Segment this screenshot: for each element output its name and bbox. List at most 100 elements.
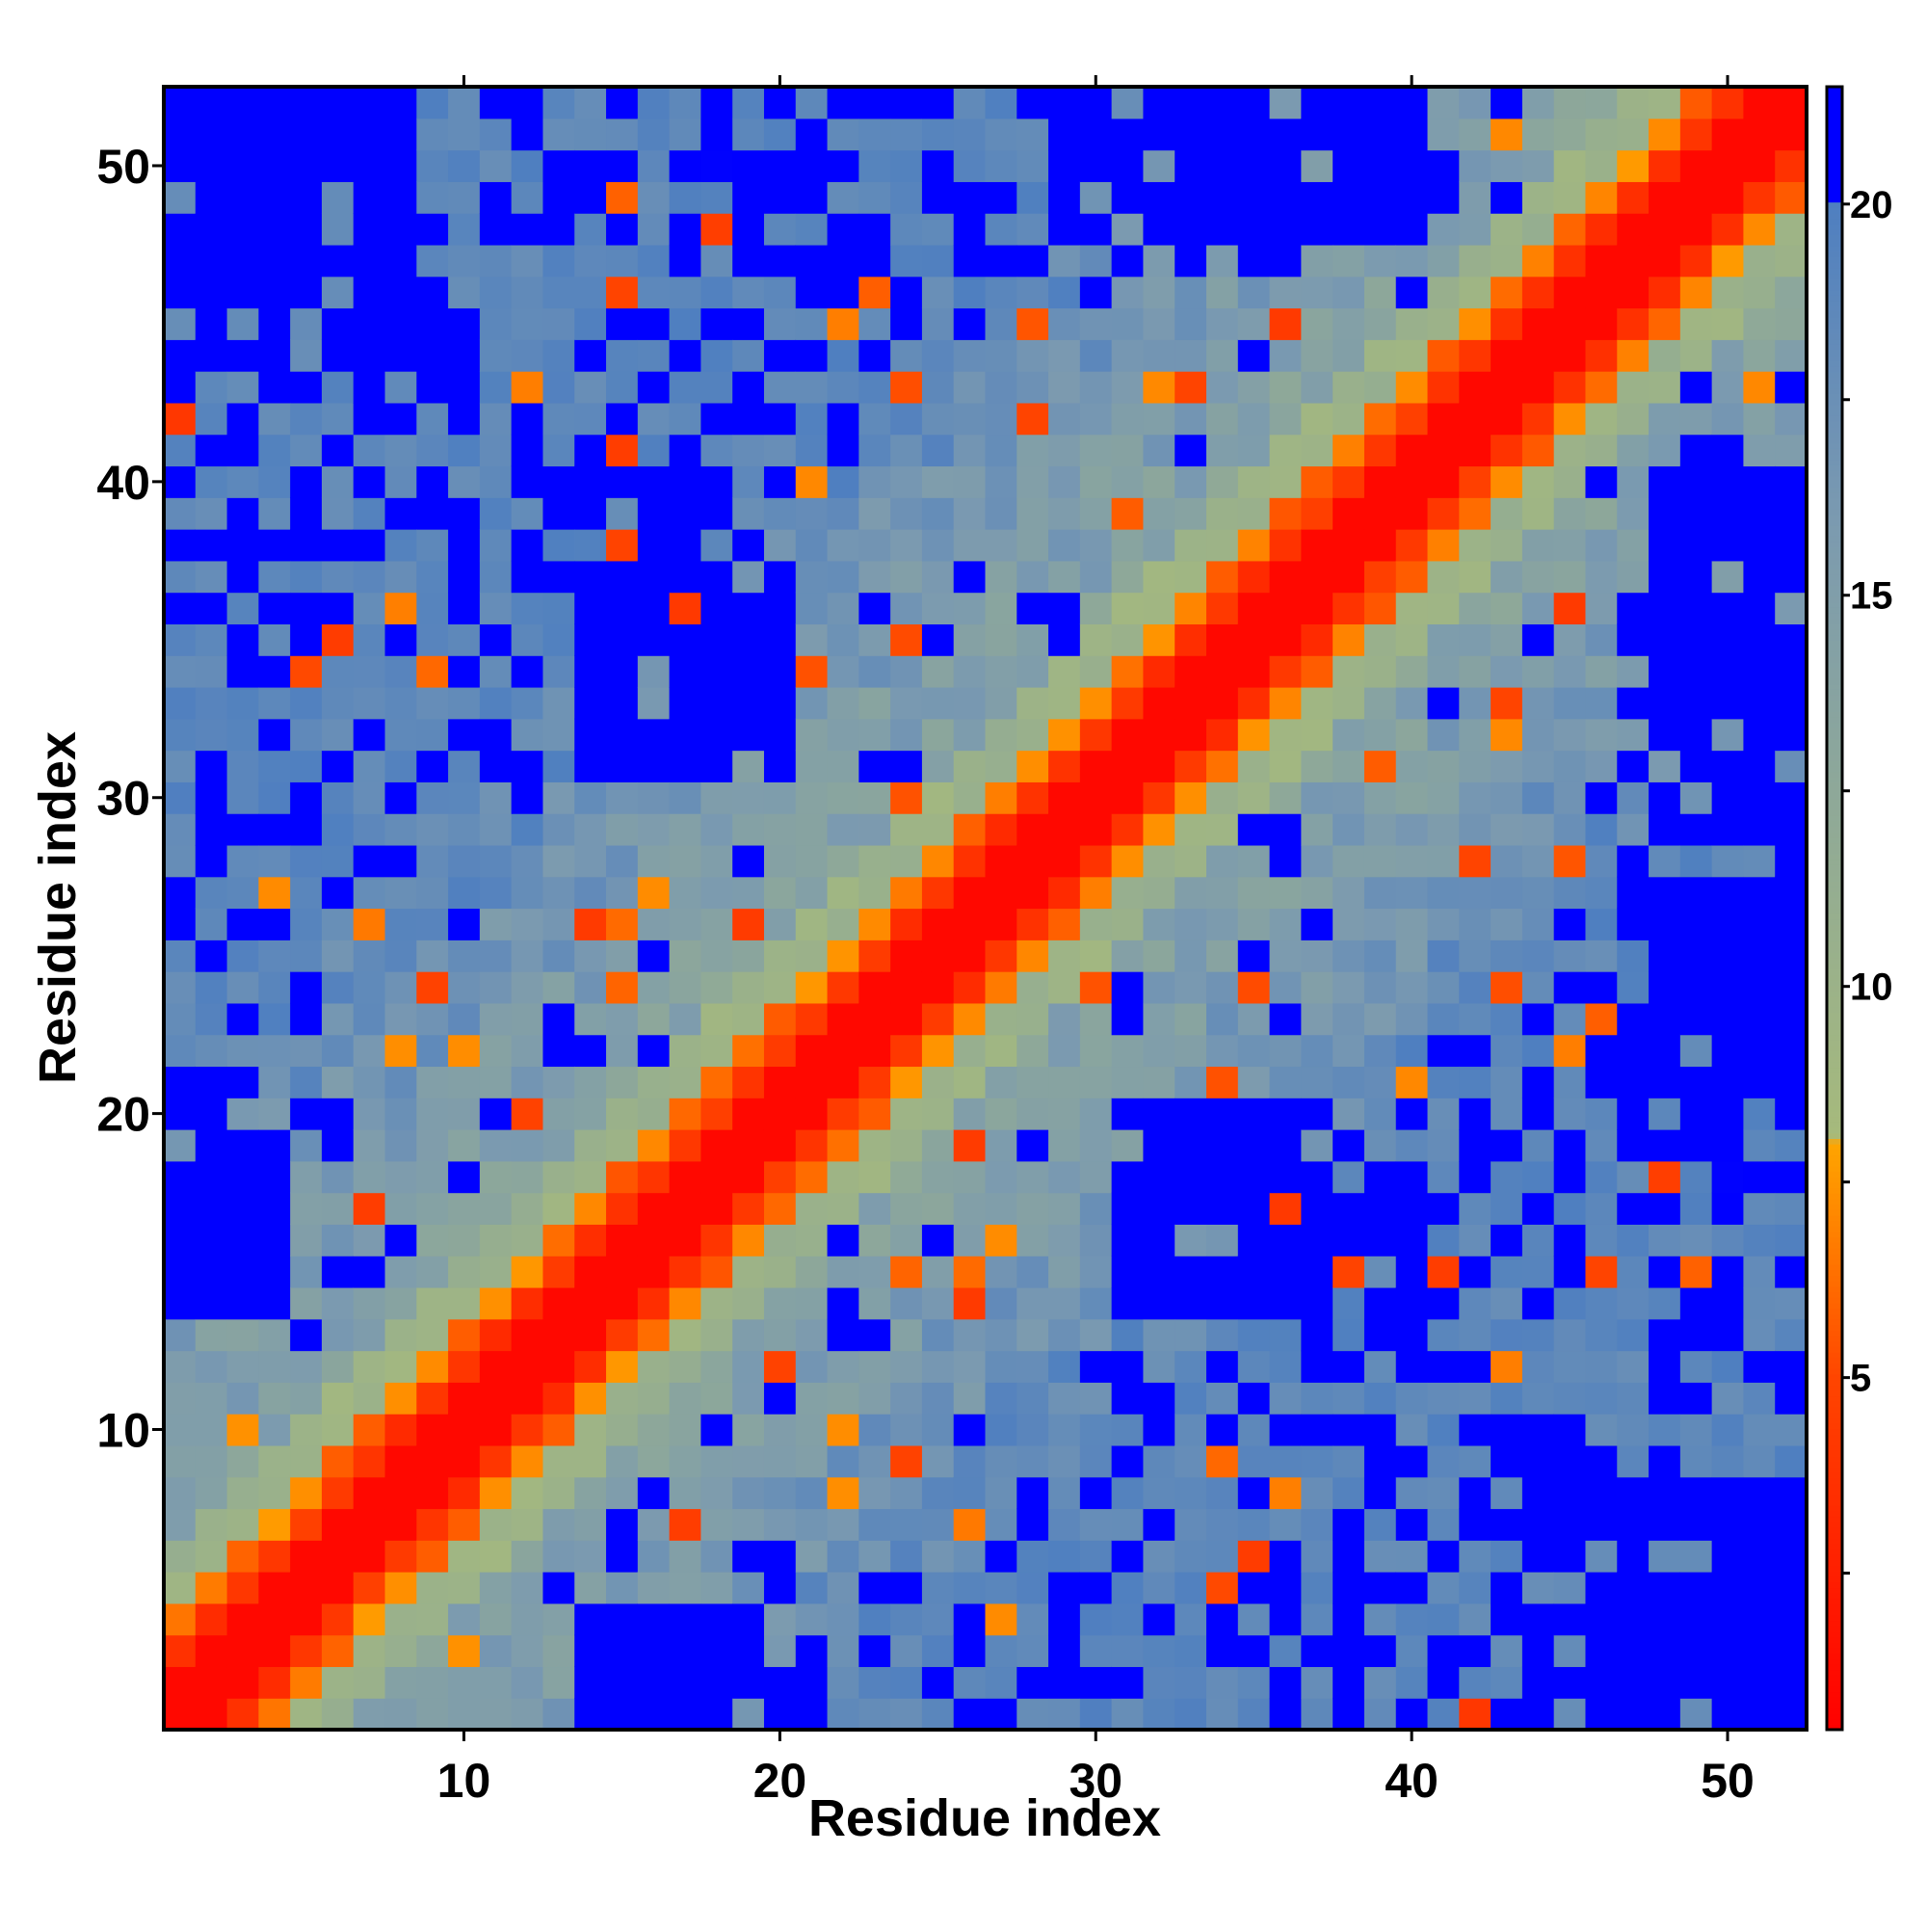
heatmap-cell bbox=[732, 876, 765, 910]
heatmap-cell bbox=[353, 1382, 386, 1415]
heatmap-cell bbox=[1743, 1666, 1776, 1699]
heatmap-cell bbox=[1048, 750, 1081, 782]
heatmap-cell bbox=[1363, 1508, 1397, 1541]
heatmap-cell bbox=[1111, 276, 1145, 309]
colorbar-segment bbox=[1827, 344, 1842, 351]
heatmap-cell bbox=[1301, 1444, 1333, 1478]
heatmap-cell bbox=[1333, 1098, 1365, 1130]
heatmap-cell bbox=[195, 1160, 228, 1194]
heatmap-cell bbox=[258, 1602, 291, 1636]
heatmap-cell bbox=[985, 1318, 1017, 1352]
heatmap-cell bbox=[985, 1634, 1017, 1668]
heatmap-cell bbox=[258, 1444, 291, 1478]
heatmap-cell bbox=[448, 940, 481, 972]
heatmap-cell bbox=[1301, 1002, 1333, 1036]
heatmap-cell bbox=[195, 1572, 228, 1604]
colorbar-segment bbox=[1827, 869, 1842, 877]
heatmap-cell bbox=[1395, 592, 1429, 625]
heatmap-cell bbox=[890, 908, 923, 940]
heatmap-cell bbox=[795, 1350, 829, 1383]
heatmap-cell bbox=[1333, 686, 1365, 720]
heatmap-cell bbox=[1459, 623, 1491, 656]
heatmap-cell bbox=[858, 1286, 891, 1320]
colorbar-tick-label: 5 bbox=[1850, 1358, 1871, 1400]
heatmap-cell bbox=[226, 181, 259, 214]
heatmap-cell bbox=[953, 1286, 987, 1320]
heatmap-cell bbox=[195, 1224, 228, 1257]
heatmap-cell bbox=[1206, 1192, 1239, 1225]
heatmap-cell bbox=[669, 497, 702, 530]
heatmap-cell bbox=[1617, 1350, 1650, 1383]
heatmap-cell bbox=[479, 844, 513, 878]
heatmap-cell bbox=[732, 497, 765, 530]
heatmap-cell bbox=[1743, 592, 1776, 625]
heatmap-cell bbox=[1048, 181, 1081, 214]
colorbar-segment bbox=[1827, 1401, 1842, 1408]
colorbar-segment bbox=[1827, 990, 1842, 997]
heatmap-cell bbox=[669, 1540, 702, 1573]
heatmap-cell bbox=[226, 244, 259, 278]
heatmap-cell bbox=[321, 750, 355, 782]
heatmap-cell bbox=[353, 686, 386, 720]
heatmap-cell bbox=[1459, 1508, 1491, 1541]
heatmap-cell bbox=[1521, 1634, 1555, 1668]
heatmap-cell bbox=[1269, 750, 1302, 782]
heatmap-cell bbox=[1743, 876, 1776, 910]
heatmap-cell bbox=[1679, 1160, 1713, 1194]
heatmap-cell bbox=[1491, 1350, 1523, 1383]
heatmap-cell bbox=[637, 1698, 671, 1731]
heatmap-cell bbox=[1521, 1034, 1555, 1068]
heatmap-cell bbox=[1269, 1382, 1302, 1415]
colorbar-segment bbox=[1827, 918, 1842, 926]
heatmap-cell bbox=[1206, 1318, 1239, 1352]
heatmap-cell bbox=[1333, 87, 1365, 119]
colorbar-segment bbox=[1827, 1620, 1842, 1627]
heatmap-cell bbox=[858, 1382, 891, 1415]
heatmap-cell bbox=[1143, 371, 1175, 404]
heatmap-cell bbox=[637, 560, 671, 594]
heatmap-cell bbox=[1679, 87, 1713, 119]
heatmap-cell bbox=[479, 339, 513, 372]
heatmap-cell bbox=[1237, 1414, 1271, 1446]
heatmap-cell bbox=[1711, 1444, 1745, 1478]
heatmap-cell bbox=[1079, 244, 1113, 278]
heatmap-cell bbox=[700, 1414, 733, 1446]
heatmap-cell bbox=[1743, 87, 1776, 119]
heatmap-cell bbox=[290, 655, 323, 688]
heatmap-cell bbox=[1521, 1224, 1555, 1257]
heatmap-cell bbox=[1175, 181, 1207, 214]
heatmap-cell bbox=[1048, 813, 1081, 846]
heatmap-cell bbox=[1333, 844, 1365, 878]
heatmap-cell bbox=[1553, 529, 1587, 562]
heatmap-cell bbox=[258, 940, 291, 972]
heatmap-cell bbox=[1427, 940, 1460, 972]
heatmap-cell bbox=[1491, 940, 1523, 972]
heatmap-cell bbox=[1491, 1318, 1523, 1352]
heatmap-cell bbox=[1711, 1002, 1745, 1036]
heatmap-cell bbox=[416, 1034, 449, 1068]
heatmap-cell bbox=[258, 1066, 291, 1098]
heatmap-cell bbox=[448, 1350, 481, 1383]
heatmap-cell bbox=[763, 1508, 797, 1541]
heatmap-cell bbox=[606, 1350, 639, 1383]
heatmap-cell bbox=[290, 686, 323, 720]
heatmap-cell bbox=[795, 434, 829, 467]
heatmap-cell bbox=[1521, 1350, 1555, 1383]
heatmap-cell bbox=[1269, 1066, 1302, 1098]
heatmap-cell bbox=[1617, 1002, 1650, 1036]
heatmap-cell bbox=[1491, 1192, 1523, 1225]
heatmap-cell bbox=[226, 623, 259, 656]
heatmap-cell bbox=[1143, 686, 1175, 720]
heatmap-cell bbox=[1617, 1698, 1650, 1731]
heatmap-cell bbox=[226, 1444, 259, 1478]
colorbar-segment bbox=[1827, 1439, 1842, 1446]
heatmap-cell bbox=[1743, 1129, 1776, 1162]
heatmap-cell bbox=[416, 876, 449, 910]
heatmap-cell bbox=[448, 1160, 481, 1194]
heatmap-cell bbox=[321, 1160, 355, 1194]
colorbar-segment bbox=[1827, 300, 1842, 307]
heatmap-cell bbox=[448, 1414, 481, 1446]
heatmap-cell bbox=[985, 307, 1017, 340]
y-tick-label: 30 bbox=[96, 772, 150, 826]
heatmap-cell bbox=[321, 87, 355, 119]
